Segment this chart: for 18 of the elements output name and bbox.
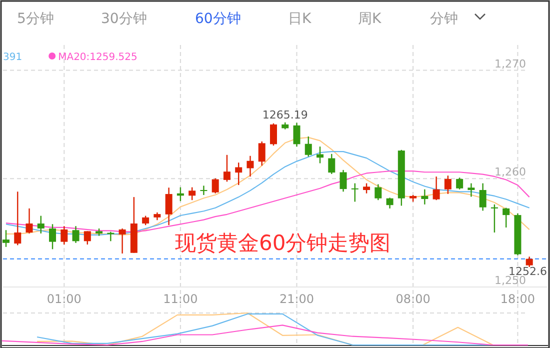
y-tick-label: 1,270: [494, 57, 526, 70]
text: 391: [3, 52, 22, 63]
annotation: 5分钟: [17, 11, 54, 27]
annotation: 分钟: [430, 11, 458, 27]
annotation: 日K: [288, 11, 312, 27]
x-tick-label: 18:00: [500, 292, 536, 306]
y-tick-label: 1,250: [494, 274, 526, 287]
x-tick-label: 21:00: [279, 292, 314, 306]
annotation: 周K: [358, 11, 382, 27]
y-tick-label: 1,260: [494, 166, 526, 179]
x-tick-label: 11:00: [163, 292, 198, 306]
annotation: 60分钟: [195, 11, 241, 27]
annotation: 1265.19: [262, 108, 308, 122]
x-tick-label: 08:00: [396, 292, 430, 306]
x-tick-label: 01:00: [46, 292, 82, 306]
legend-label: MA20:1259.525: [58, 52, 138, 63]
annotation: 30分钟: [101, 11, 147, 27]
text: 现货黄金60分钟走势图: [175, 231, 391, 255]
